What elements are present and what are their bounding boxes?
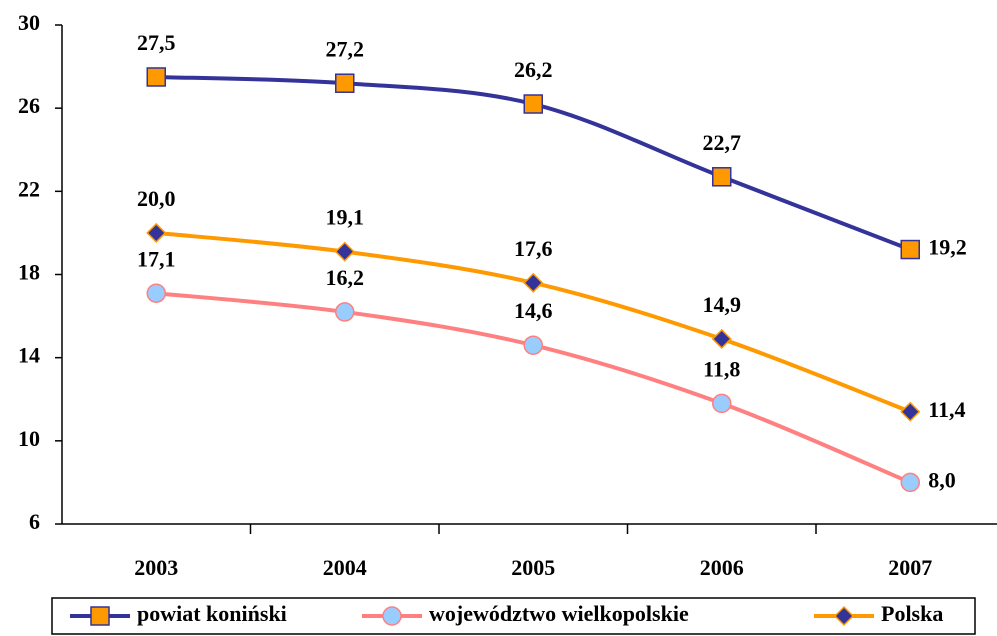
data-label: 19,2	[928, 235, 967, 260]
data-label: 17,1	[137, 246, 176, 271]
data-label: 14,6	[514, 298, 553, 323]
x-tick-label: 2006	[700, 555, 744, 580]
marker	[334, 241, 355, 262]
legend-label: województwo wielkopolskie	[429, 601, 689, 626]
marker	[523, 335, 543, 355]
y-tick-label: 6	[29, 509, 40, 534]
x-tick-label: 2007	[888, 555, 932, 580]
marker	[833, 605, 855, 627]
marker	[711, 328, 732, 350]
marker	[523, 272, 544, 293]
x-tick-label: 2003	[134, 555, 178, 580]
marker	[523, 94, 543, 114]
y-tick-label: 22	[18, 176, 40, 201]
marker	[146, 283, 166, 303]
y-tick-label: 26	[18, 93, 40, 118]
marker	[146, 67, 166, 87]
marker	[712, 393, 732, 414]
marker	[712, 167, 732, 187]
data-label: 20,0	[137, 186, 176, 211]
marker	[335, 73, 355, 93]
marker	[900, 401, 921, 422]
marker	[90, 606, 110, 626]
marker	[900, 239, 920, 260]
y-tick-label: 10	[18, 426, 40, 451]
y-tick-label: 18	[18, 260, 40, 285]
data-label: 27,5	[137, 30, 176, 55]
legend-label: Polska	[881, 601, 943, 626]
marker	[335, 302, 355, 322]
x-tick-label: 2004	[323, 555, 367, 580]
marker	[382, 606, 402, 626]
x-tick-label: 2005	[511, 555, 555, 580]
data-label: 27,2	[326, 36, 365, 61]
data-label: 17,6	[514, 236, 553, 261]
data-label: 22,7	[703, 130, 742, 155]
data-label: 19,1	[326, 205, 365, 230]
y-tick-label: 14	[18, 343, 40, 368]
data-label: 11,4	[928, 397, 965, 422]
marker	[146, 222, 167, 243]
y-tick-label: 30	[18, 10, 40, 35]
data-label: 26,2	[514, 57, 553, 82]
data-label: 14,9	[703, 292, 742, 317]
data-label: 11,8	[703, 356, 740, 381]
data-label: 8,0	[928, 467, 956, 492]
marker	[900, 472, 920, 493]
legend-label: powiat koniński	[137, 601, 287, 626]
data-label: 16,2	[326, 265, 365, 290]
